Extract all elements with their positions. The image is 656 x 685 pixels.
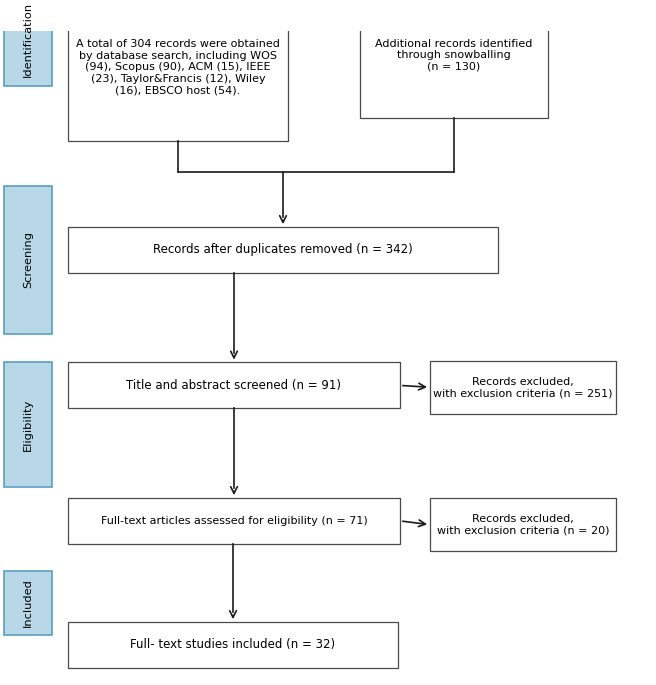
- Bar: [4, 0, 52, 86]
- Text: A total of 304 records were obtained
by database search, including WOS
(94), Sco: A total of 304 records were obtained by …: [76, 39, 280, 95]
- Bar: [430, 498, 616, 551]
- Bar: [4, 362, 52, 486]
- Bar: [68, 0, 288, 141]
- Text: Records after duplicates removed (n = 342): Records after duplicates removed (n = 34…: [153, 243, 413, 256]
- Text: Additional records identified
through snowballing
(n = 130): Additional records identified through sn…: [375, 38, 533, 72]
- Text: Included: Included: [23, 579, 33, 627]
- Text: Identification: Identification: [23, 1, 33, 77]
- Text: Full- text studies included (n = 32): Full- text studies included (n = 32): [131, 638, 336, 651]
- Text: Records excluded,
with exclusion criteria (n = 20): Records excluded, with exclusion criteri…: [437, 514, 609, 536]
- Text: Full-text articles assessed for eligibility (n = 71): Full-text articles assessed for eligibil…: [100, 516, 367, 526]
- Bar: [68, 362, 400, 408]
- Bar: [68, 498, 400, 544]
- Text: Records excluded,
with exclusion criteria (n = 251): Records excluded, with exclusion criteri…: [433, 377, 613, 398]
- Text: Eligibility: Eligibility: [23, 399, 33, 451]
- Bar: [68, 227, 498, 273]
- Text: Screening: Screening: [23, 232, 33, 288]
- Bar: [4, 571, 52, 636]
- Bar: [4, 186, 52, 334]
- Bar: [430, 360, 616, 414]
- Text: Title and abstract screened (n = 91): Title and abstract screened (n = 91): [127, 379, 342, 392]
- Bar: [68, 622, 398, 668]
- Bar: [360, 0, 548, 119]
